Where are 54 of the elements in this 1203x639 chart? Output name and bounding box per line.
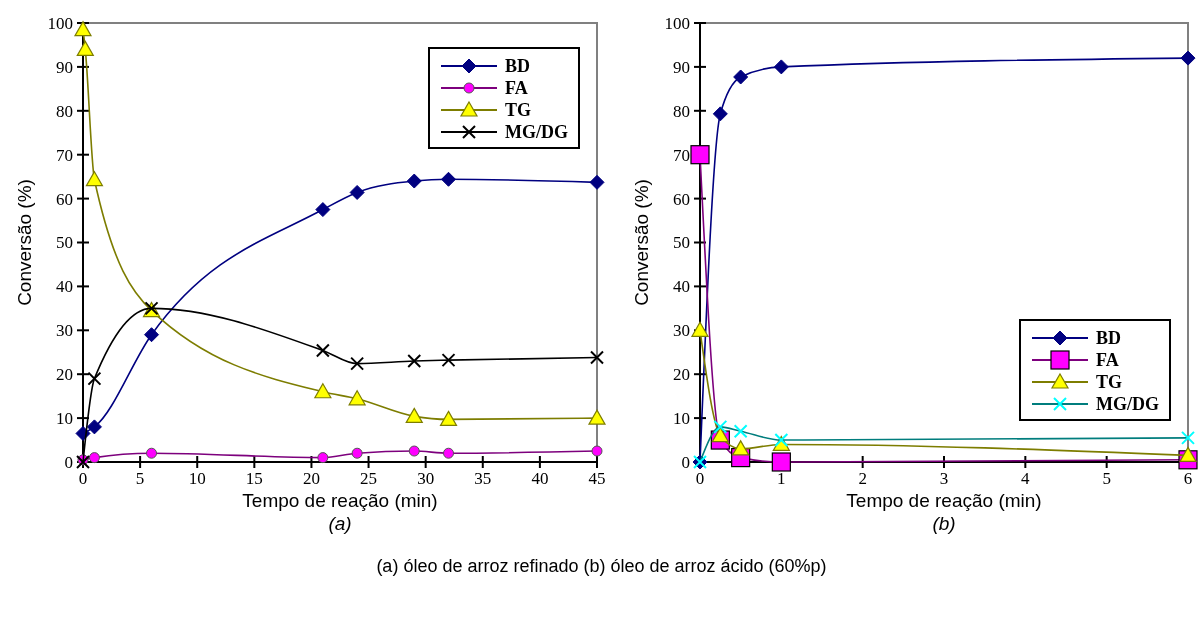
x-tick-label: 5 [135,469,145,488]
y-tick-label: 20 [673,365,690,385]
y-tick-label: 100 [664,13,690,33]
y-axis-title: Conversão (%) [631,179,652,306]
x-tick-label: 45 [588,469,606,488]
text: (a) [328,513,352,534]
x-axis-title: Tempo de reação (min) [242,490,438,511]
x-tick-label: 15 [245,469,263,488]
y-tick-label: 60 [56,189,73,209]
text: (a) óleo de arroz refinado (b) óleo de arroz ácido (60%p) [376,556,827,576]
y-tick-label: 30 [673,321,690,341]
x-tick-label: 0 [78,469,88,488]
x-tick-label: 6 [1183,469,1193,488]
y-tick-label: 70 [673,145,690,165]
y-tick-label: 90 [673,57,690,77]
y-tick-label: 100 [47,13,73,33]
legend-label: MG/DG [505,122,568,143]
y-tick-label: 30 [56,321,73,341]
x-tick-label: 10 [188,469,206,488]
legend-label: FA [505,78,528,99]
x-tick-label: 35 [474,469,492,488]
x-tick-label: 5 [1102,469,1111,488]
y-tick-label: 10 [56,409,73,429]
y-tick-label: 80 [56,101,73,121]
y-tick-label: 40 [56,277,73,297]
y-tick-label: 20 [56,365,73,385]
text: (b) [932,513,956,534]
y-tick-label: 50 [673,233,690,253]
y-axis-title: Conversão (%) [14,179,35,306]
y-tick-label: 0 [64,452,73,472]
y-tick-label: 50 [56,233,73,253]
legend-label: TG [505,100,532,121]
x-axis-title: Tempo de reação (min) [846,490,1042,511]
x-tick-label: 20 [302,469,320,488]
y-tick-label: 70 [56,145,73,165]
x-tick-label: 3 [939,469,949,488]
y-tick-label: 0 [681,452,690,472]
y-tick-label: 10 [673,409,690,429]
legend-label: BD [505,56,531,77]
legend-label: BD [1096,328,1122,349]
y-tick-label: 80 [673,101,690,121]
x-tick-label: 40 [531,469,549,488]
x-tick-label: 25 [360,469,378,488]
legend-label: TG [1096,372,1123,393]
x-tick-label: 0 [695,469,705,488]
legend-label: MG/DG [1096,394,1159,415]
x-tick-label: 1 [777,469,786,488]
x-tick-label: 4 [1021,469,1031,488]
y-tick-label: 60 [673,189,690,209]
y-tick-label: 40 [673,277,690,297]
x-tick-label: 30 [417,469,435,488]
y-tick-label: 90 [56,57,73,77]
x-tick-label: 2 [858,469,867,488]
legend-label: FA [1096,350,1119,371]
